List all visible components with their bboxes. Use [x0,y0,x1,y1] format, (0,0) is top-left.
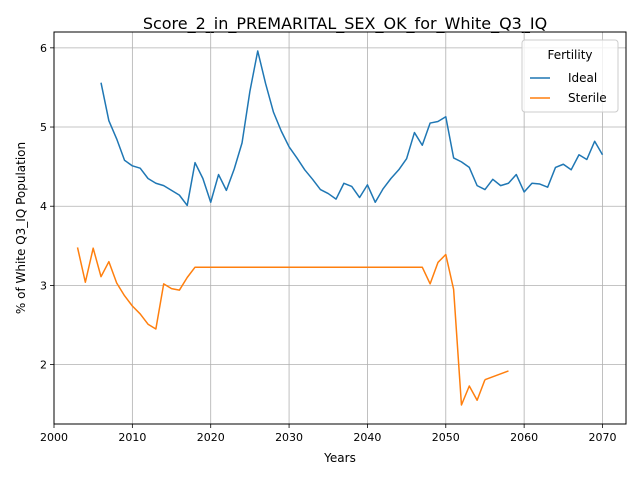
y-tick-label: 5 [40,121,47,134]
x-tick-label: 2070 [588,431,616,444]
series-line-ideal [100,50,604,207]
legend-label-sterile: Sterile [568,91,607,105]
plot-frame [53,31,627,425]
x-tick-label: 2030 [275,431,303,444]
plot-series [76,50,604,406]
y-tick-label: 3 [40,279,47,292]
legend-title: Fertility [547,48,592,62]
x-axis-ticks: 2000 2010 2020 2030 2040 2050 2060 2070 [40,424,616,444]
legend-box [521,39,619,113]
chart-title: Score_2_in_PREMARITAL_SEX_OK_for_White_Q… [143,14,547,34]
legend-label-ideal: Ideal [568,71,597,85]
x-tick-label: 2050 [432,431,460,444]
y-tick-label: 2 [40,359,47,372]
x-tick-label: 2000 [40,431,68,444]
x-tick-label: 2020 [197,431,225,444]
series-line-sterile [76,247,486,406]
y-tick-label: 6 [40,42,47,55]
y-tick-label: 4 [40,200,47,213]
y-axis-ticks: 2 3 4 5 6 [40,42,54,372]
legend: Fertility Ideal Sterile [521,39,619,113]
x-tick-label: 2060 [510,431,538,444]
y-axis-label: % of White Q3_IQ Population [14,142,28,314]
x-tick-label: 2010 [118,431,146,444]
series-line-sterile [484,370,509,381]
x-axis-label: Years [323,451,356,465]
x-tick-label: 2040 [353,431,381,444]
